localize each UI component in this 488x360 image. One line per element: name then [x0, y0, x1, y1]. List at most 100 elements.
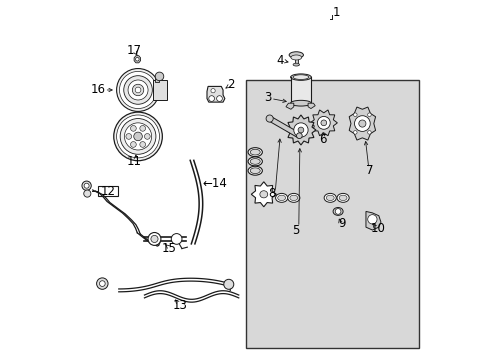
Circle shape	[317, 116, 329, 129]
Text: 11: 11	[127, 154, 142, 167]
Circle shape	[124, 123, 151, 150]
Circle shape	[171, 234, 182, 244]
Text: 13: 13	[172, 299, 187, 312]
Circle shape	[120, 118, 156, 154]
Polygon shape	[309, 110, 337, 136]
Circle shape	[99, 281, 105, 287]
Ellipse shape	[247, 166, 262, 175]
Circle shape	[353, 113, 356, 117]
Text: ←14: ←14	[202, 177, 227, 190]
Circle shape	[135, 58, 139, 61]
Ellipse shape	[290, 55, 301, 60]
Circle shape	[134, 132, 142, 141]
Circle shape	[132, 84, 143, 96]
Circle shape	[224, 279, 233, 289]
Circle shape	[353, 131, 356, 134]
Circle shape	[125, 134, 131, 139]
Ellipse shape	[336, 193, 348, 202]
Ellipse shape	[332, 207, 343, 215]
Circle shape	[265, 115, 273, 122]
Circle shape	[135, 87, 141, 93]
Circle shape	[84, 183, 89, 188]
Circle shape	[140, 126, 145, 131]
Circle shape	[335, 208, 340, 214]
Circle shape	[97, 278, 108, 289]
Ellipse shape	[288, 52, 303, 58]
Ellipse shape	[339, 195, 346, 201]
Circle shape	[116, 115, 159, 158]
Bar	[155, 76, 159, 82]
Polygon shape	[251, 182, 276, 207]
Polygon shape	[348, 107, 375, 140]
Circle shape	[140, 141, 145, 147]
Ellipse shape	[277, 195, 285, 201]
Circle shape	[82, 181, 91, 190]
Ellipse shape	[292, 63, 299, 66]
Text: 4: 4	[276, 54, 284, 67]
Text: 9: 9	[338, 217, 346, 230]
Circle shape	[144, 134, 150, 139]
Circle shape	[123, 76, 152, 104]
Text: 3: 3	[263, 91, 270, 104]
Text: 15: 15	[162, 242, 177, 255]
Text: 2: 2	[227, 78, 234, 91]
Circle shape	[367, 215, 376, 224]
Circle shape	[208, 96, 214, 102]
Ellipse shape	[259, 191, 267, 198]
Ellipse shape	[290, 100, 311, 106]
Circle shape	[298, 127, 303, 133]
Circle shape	[354, 116, 369, 131]
Text: 12: 12	[101, 185, 115, 198]
Circle shape	[151, 235, 158, 243]
Circle shape	[210, 89, 215, 93]
Ellipse shape	[275, 193, 287, 202]
Circle shape	[367, 131, 370, 134]
Text: 1: 1	[332, 6, 339, 19]
Circle shape	[296, 133, 302, 139]
Circle shape	[155, 72, 163, 81]
Circle shape	[83, 190, 91, 197]
Circle shape	[358, 120, 365, 127]
Ellipse shape	[250, 168, 260, 174]
Polygon shape	[268, 116, 300, 138]
Circle shape	[320, 120, 326, 126]
Ellipse shape	[287, 193, 299, 202]
Polygon shape	[206, 86, 224, 102]
Ellipse shape	[324, 193, 336, 202]
Bar	[294, 56, 298, 64]
Circle shape	[293, 123, 307, 137]
Polygon shape	[365, 211, 380, 230]
Text: 8: 8	[268, 187, 276, 200]
Polygon shape	[134, 56, 140, 63]
Polygon shape	[285, 103, 293, 109]
Ellipse shape	[250, 149, 260, 155]
Polygon shape	[307, 103, 315, 109]
Circle shape	[216, 96, 222, 102]
Ellipse shape	[292, 75, 308, 80]
Ellipse shape	[247, 148, 262, 157]
Text: 10: 10	[370, 222, 385, 235]
Ellipse shape	[325, 195, 333, 201]
Polygon shape	[285, 115, 315, 145]
Bar	[98, 186, 118, 197]
Bar	[153, 80, 166, 100]
Text: 17: 17	[127, 44, 142, 57]
Text: 16: 16	[90, 84, 105, 96]
Circle shape	[130, 141, 136, 147]
Text: 7: 7	[366, 164, 373, 177]
Bar	[290, 77, 311, 103]
Circle shape	[128, 80, 148, 100]
Ellipse shape	[250, 158, 260, 164]
Circle shape	[367, 113, 370, 117]
Ellipse shape	[289, 195, 297, 201]
Ellipse shape	[290, 74, 311, 80]
Text: 5: 5	[292, 224, 299, 237]
Circle shape	[119, 71, 156, 109]
Circle shape	[114, 112, 162, 161]
Circle shape	[116, 68, 159, 111]
Bar	[245, 80, 418, 348]
Circle shape	[130, 126, 136, 131]
Circle shape	[148, 233, 161, 246]
Ellipse shape	[247, 157, 262, 166]
Text: 6: 6	[319, 134, 326, 147]
